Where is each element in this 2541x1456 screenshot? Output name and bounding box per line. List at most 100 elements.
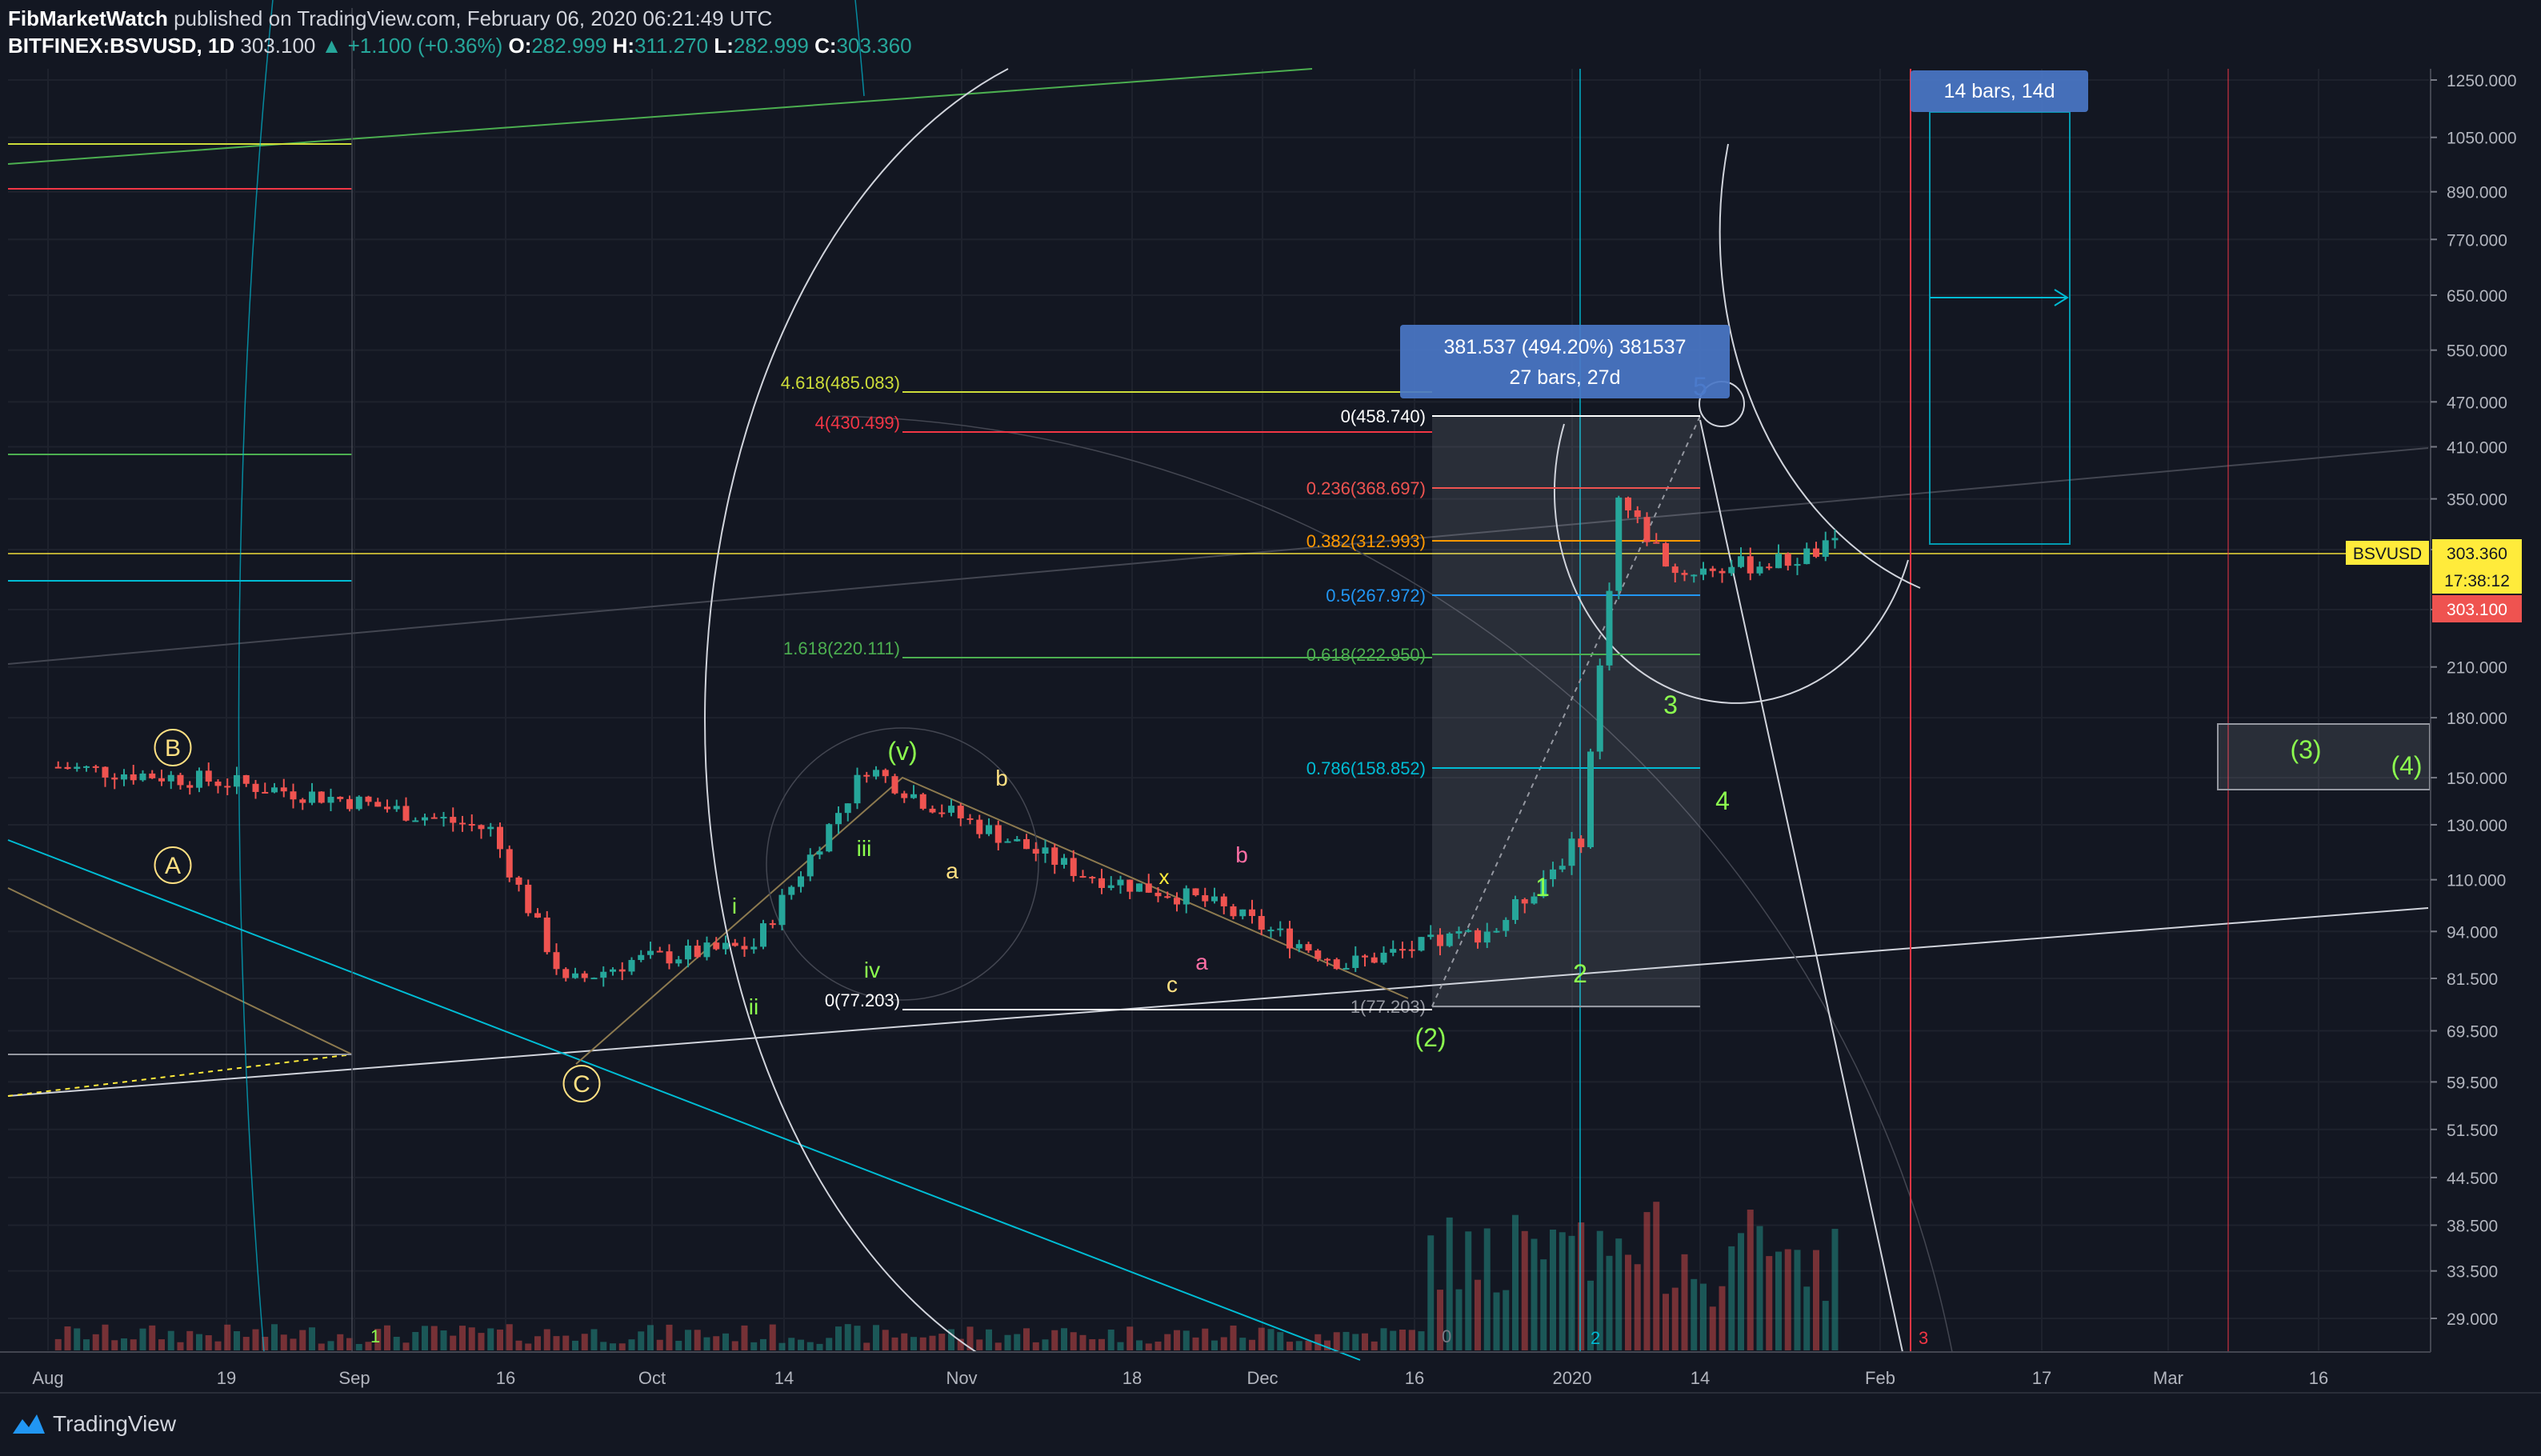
volume-bar <box>703 1337 710 1350</box>
volume-bar <box>722 1333 729 1350</box>
candle-body <box>816 851 823 855</box>
candle-body <box>628 959 635 972</box>
measure-box[interactable]: 381.537 (494.20%) 381537 27 bars, 27d <box>1400 325 1730 398</box>
candle-body <box>1315 950 1322 959</box>
tradingview-logo-icon[interactable] <box>11 1411 46 1435</box>
countdown-tag: 17:38:12 <box>2444 572 2510 590</box>
time-tick-label: 2020 <box>1553 1368 1592 1388</box>
fib-circle-small <box>766 727 1039 1001</box>
price-tick-label: 94.000 <box>2447 923 2498 942</box>
candle-body <box>938 812 946 814</box>
volume-bar <box>798 1339 804 1350</box>
candle-body <box>1719 570 1726 574</box>
candle-body <box>337 797 344 799</box>
volume-bar <box>102 1324 109 1350</box>
volume-bar <box>1380 1328 1387 1350</box>
volume-bar <box>1220 1337 1227 1350</box>
candle-body <box>1014 838 1021 842</box>
price-tick-label: 51.500 <box>2447 1122 2498 1140</box>
volume-bar <box>158 1339 165 1350</box>
candle-body <box>64 766 71 770</box>
h-label: H: <box>612 34 635 58</box>
volume-bar <box>242 1337 250 1350</box>
candle-body <box>54 766 62 769</box>
volume-bar <box>1126 1326 1134 1350</box>
wave-circle <box>154 729 192 766</box>
volume-bar <box>826 1338 833 1350</box>
volume-bar <box>1230 1325 1237 1350</box>
channel-line-upper <box>7 447 2429 665</box>
symbol-label[interactable]: BITFINEX:BSVUSD, 1D <box>8 34 235 58</box>
candle-body <box>459 822 466 825</box>
wave-label: (2) <box>1415 1023 1446 1052</box>
candle-body <box>252 783 259 792</box>
volume-bar <box>873 1325 879 1350</box>
wave-label: 2 <box>1573 959 1587 988</box>
wave-label: C <box>573 1071 590 1098</box>
volume-bar <box>1587 1280 1594 1350</box>
candle-body <box>741 946 748 950</box>
price-tick-label: 29.000 <box>2447 1310 2498 1329</box>
price-tick-label: 470.000 <box>2447 394 2507 412</box>
candle-body <box>788 886 795 895</box>
candle-body <box>430 817 438 819</box>
volume-bar <box>412 1331 419 1350</box>
volume-bar <box>1427 1235 1435 1350</box>
bars-box[interactable]: 14 bars, 14d <box>1911 70 2088 112</box>
volume-bar <box>750 1342 758 1350</box>
volume-bar <box>271 1324 278 1350</box>
wave-zigzag <box>575 776 1409 1065</box>
candle-body <box>478 825 485 830</box>
candle-body <box>1568 838 1575 866</box>
candle-body <box>1728 566 1735 574</box>
candle-body <box>1023 838 1030 850</box>
wave-label: 1 <box>1535 873 1550 902</box>
volume-bar <box>1343 1331 1350 1350</box>
volume-bar <box>1550 1230 1556 1350</box>
volume-bar <box>1578 1222 1585 1350</box>
candle-body <box>703 942 710 958</box>
price-tick-label: 350.000 <box>2447 491 2507 510</box>
fib-level-label: 0(458.740) <box>1341 406 1426 426</box>
candle-body <box>1475 930 1481 943</box>
measure-line1: 381.537 (494.20%) 381537 <box>1443 336 1686 358</box>
time-tick-label: Oct <box>638 1368 666 1388</box>
volume-bar <box>778 1342 786 1350</box>
volume-bar <box>844 1324 851 1350</box>
candle-body <box>1756 566 1763 574</box>
candle-body <box>327 797 334 803</box>
tradingview-brand[interactable]: TradingView <box>53 1411 177 1436</box>
volume-bar <box>1136 1340 1142 1350</box>
candle-body <box>1643 517 1651 542</box>
price-chart[interactable]: 0(458.740) 0.236(368.697) 0.382(312.993) 0.… <box>0 0 2541 1392</box>
time-tick-label: Aug <box>32 1368 63 1388</box>
candle-body <box>487 826 494 830</box>
time-axis[interactable]: Aug 19 Sep 16 Oct 14 Nov 18 Dec 16 2020 14 Feb 17 Mar 1… <box>32 1368 2328 1388</box>
c-label: C: <box>814 34 837 58</box>
candle-body <box>299 799 306 803</box>
volume-bar <box>450 1335 457 1350</box>
candle-body <box>1634 510 1641 518</box>
candle-body <box>234 774 240 787</box>
volume-bar <box>1596 1230 1603 1350</box>
cyan-trend-line <box>7 839 1361 1361</box>
volume-bar <box>1202 1328 1209 1350</box>
volume-bar <box>402 1342 410 1350</box>
candle-body <box>854 774 861 804</box>
time-tick-label: 16 <box>2309 1368 2328 1388</box>
volume-bar <box>1098 1338 1105 1350</box>
candle-body <box>685 946 691 960</box>
fib-level-label: 0.382(312.993) <box>1307 531 1426 551</box>
candle-body <box>1503 919 1510 931</box>
author-name[interactable]: FibMarketWatch <box>8 6 168 30</box>
candle-body <box>1794 564 1801 566</box>
volume-bar <box>355 1343 362 1350</box>
volume-bar <box>64 1326 71 1350</box>
candle-body <box>572 973 578 978</box>
candle-body <box>806 854 814 877</box>
price-tag: 303.360 <box>2447 545 2507 563</box>
countdown-tag-bg <box>2432 566 2522 594</box>
candle-body <box>1550 869 1556 879</box>
candle-body <box>1089 877 1096 879</box>
volume-bar <box>882 1330 889 1350</box>
